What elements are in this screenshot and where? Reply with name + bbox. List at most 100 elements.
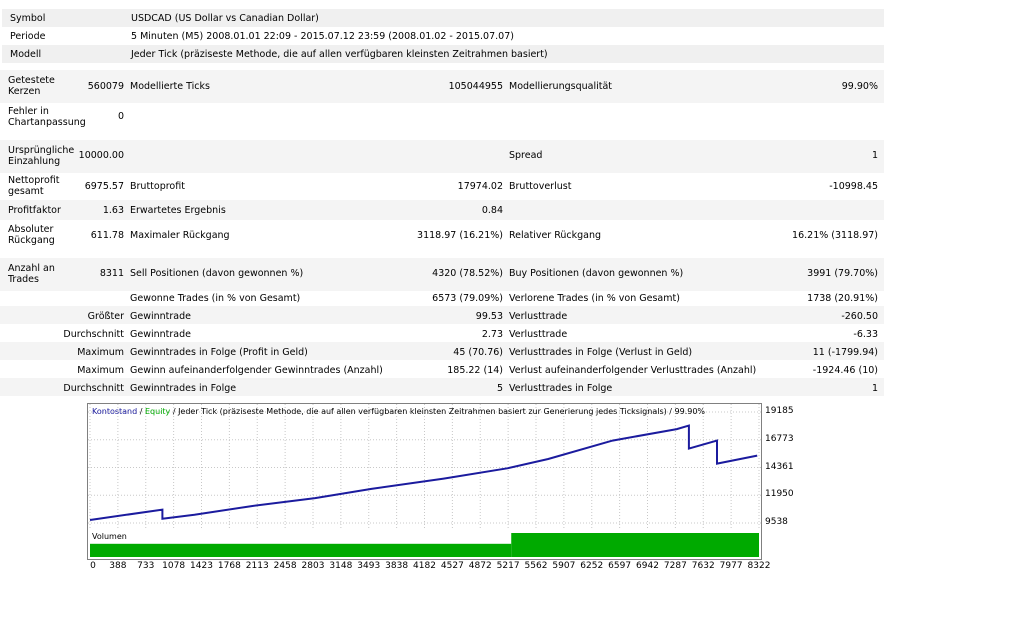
- x-tick-label: 5907: [552, 561, 576, 571]
- balance-chart-svg: [88, 404, 761, 531]
- buy-label: Buy Positionen (davon gewonnen %): [509, 268, 684, 279]
- largest-win-value: 99.53: [475, 311, 503, 322]
- bars-label: Getestete Kerzen: [8, 75, 55, 97]
- absdd-value: 611.78: [90, 230, 124, 241]
- period-label: Periode: [10, 31, 46, 42]
- avg-consec-loss-value: 1: [871, 383, 878, 394]
- reldd-label: Relativer Rückgang: [509, 230, 602, 241]
- ticks-label: Modellierte Ticks: [130, 81, 210, 92]
- max-consec-win-value: 45 (70.76): [453, 347, 503, 358]
- max2-prefix: Maximum: [77, 365, 124, 376]
- max-lossseq-label: Verlust aufeinanderfolgender Verlusttrad…: [509, 365, 757, 376]
- x-tick-label: 4182: [413, 561, 436, 571]
- x-tick-label: 2458: [273, 561, 297, 571]
- x-tick-label: 6942: [636, 561, 659, 571]
- legend-rest: / Jeder Tick (präziseste Methode, die au…: [170, 407, 706, 416]
- avg-win-value: 2.73: [481, 329, 503, 340]
- x-tick-label: 7287: [663, 561, 687, 571]
- trades-value: 8311: [99, 268, 124, 279]
- chart-legend: Kontostand / Equity / Jeder Tick (präzis…: [92, 406, 705, 417]
- max-consec-loss-label: Verlusttrades in Folge (Verlust in Geld): [509, 347, 693, 358]
- strategy-tester-report: Symbol USDCAD (US Dollar vs Canadian Dol…: [0, 9, 884, 571]
- netprofit-value: 6975.57: [84, 181, 124, 192]
- errors-label: Fehler in Chartanpassung: [8, 106, 86, 128]
- x-tick-label: 8322: [747, 561, 771, 571]
- x-tick-label: 6597: [608, 561, 632, 571]
- max-consec-loss-value: 11 (-1799.94): [812, 347, 878, 358]
- x-tick-label: 4527: [440, 561, 464, 571]
- lost-label: Verlorene Trades (in % von Gesamt): [509, 293, 680, 304]
- x-tick-label: 6252: [580, 561, 604, 571]
- deposit-value: 10000.00: [78, 150, 124, 161]
- pf-label: Profitfaktor: [8, 205, 61, 216]
- grossprofit-value: 17974.02: [457, 181, 503, 192]
- largest-prefix: Größter: [87, 311, 124, 322]
- model-value: Jeder Tick (präziseste Methode, die auf …: [131, 49, 548, 60]
- symbol-label: Symbol: [10, 13, 46, 24]
- max-profit-label: Gewinn aufeinanderfolgender Gewinntrades…: [130, 365, 383, 376]
- avg-loss-label: Verlusttrade: [509, 329, 568, 340]
- y-tick-label: 19185: [765, 406, 794, 416]
- grossloss-label: Bruttoverlust: [509, 181, 572, 192]
- stats-row-bg: [0, 342, 884, 360]
- legend-balance: Kontostand: [92, 407, 138, 416]
- avg-consec-win-label: Gewinntrades in Folge: [130, 383, 237, 394]
- y-tick-label: 14361: [765, 461, 794, 472]
- expected-value: 0.84: [481, 205, 503, 216]
- x-tick-label: 1078: [162, 561, 186, 571]
- x-tick-label: 3148: [329, 561, 353, 571]
- period-value: 5 Minuten (M5) 2008.01.01 22:09 - 2015.0…: [131, 31, 514, 42]
- lost-value: 1738 (20.91%): [807, 293, 878, 304]
- avg-loss-value: -6.33: [853, 329, 878, 340]
- spread-label: Spread: [509, 150, 543, 161]
- header-row-model: [2, 45, 884, 63]
- buy-value: 3991 (79.70%): [807, 268, 878, 279]
- spread-value: 1: [871, 150, 878, 161]
- maxdd-value: 3118.97 (16.21%): [417, 230, 503, 241]
- avg-prefix: Durchschnitt: [63, 329, 124, 340]
- max-prefix: Maximum: [77, 347, 124, 358]
- deposit-label: Ursprüngliche Einzahlung: [8, 145, 75, 167]
- stats-row-bg: [0, 378, 884, 396]
- x-tick-label: 7977: [719, 561, 743, 571]
- y-tick-label: 16773: [765, 433, 794, 444]
- x-tick-label: 7632: [691, 561, 715, 571]
- header-row-symbol: [2, 9, 884, 27]
- y-tick-label: 11950: [765, 489, 794, 500]
- sell-label: Sell Positionen (davon gewonnen %): [130, 268, 304, 279]
- symbol-value: USDCAD (US Dollar vs Canadian Dollar): [131, 13, 319, 24]
- avg2-prefix: Durchschnitt: [63, 383, 124, 394]
- maxdd-label: Maximaler Rückgang: [130, 230, 230, 241]
- model-label: Modell: [10, 49, 42, 60]
- pf-value: 1.63: [102, 205, 124, 216]
- avg-consec-loss-label: Verlusttrades in Folge: [509, 383, 613, 394]
- grossloss-value: -10998.45: [829, 181, 878, 192]
- x-tick-label: 1423: [190, 561, 213, 571]
- won-value: 6573 (79.09%): [432, 293, 503, 304]
- netprofit-label: Nettoprofit gesamt: [8, 175, 60, 197]
- x-tick-label: 3493: [357, 561, 381, 571]
- largest-win-label: Gewinntrade: [130, 311, 191, 322]
- stats-row-bg: [0, 306, 884, 324]
- expected-label: Erwartetes Ergebnis: [130, 205, 226, 216]
- stats-row-bg: [0, 140, 884, 173]
- quality-label: Modellierungsqualität: [509, 81, 612, 92]
- x-tick-label: 5562: [524, 561, 548, 571]
- balance-chart: Kontostand / Equity / Jeder Tick (präzis…: [87, 403, 762, 532]
- stats-row-bg: [0, 70, 884, 103]
- largest-loss-label: Verlusttrade: [509, 311, 568, 322]
- x-tick-label: 5217: [496, 561, 520, 571]
- x-tick-label: 388: [109, 561, 127, 571]
- volume-panel: Volumen: [87, 530, 762, 560]
- won-label: Gewonne Trades (in % von Gesamt): [130, 293, 301, 304]
- avg-consec-win-value: 5: [496, 383, 503, 394]
- largest-loss-value: -260.50: [841, 311, 878, 322]
- volume-label: Volumen: [92, 532, 127, 541]
- trades-label: Anzahl an Trades: [8, 263, 55, 285]
- max-lossseq-value: -1924.46 (10): [812, 365, 878, 376]
- x-tick-label: 4872: [468, 561, 492, 571]
- x-tick-label: 1768: [217, 561, 241, 571]
- avg-win-label: Gewinntrade: [130, 329, 191, 340]
- quality-value: 99.90%: [841, 81, 878, 92]
- legend-sep: /: [137, 407, 145, 416]
